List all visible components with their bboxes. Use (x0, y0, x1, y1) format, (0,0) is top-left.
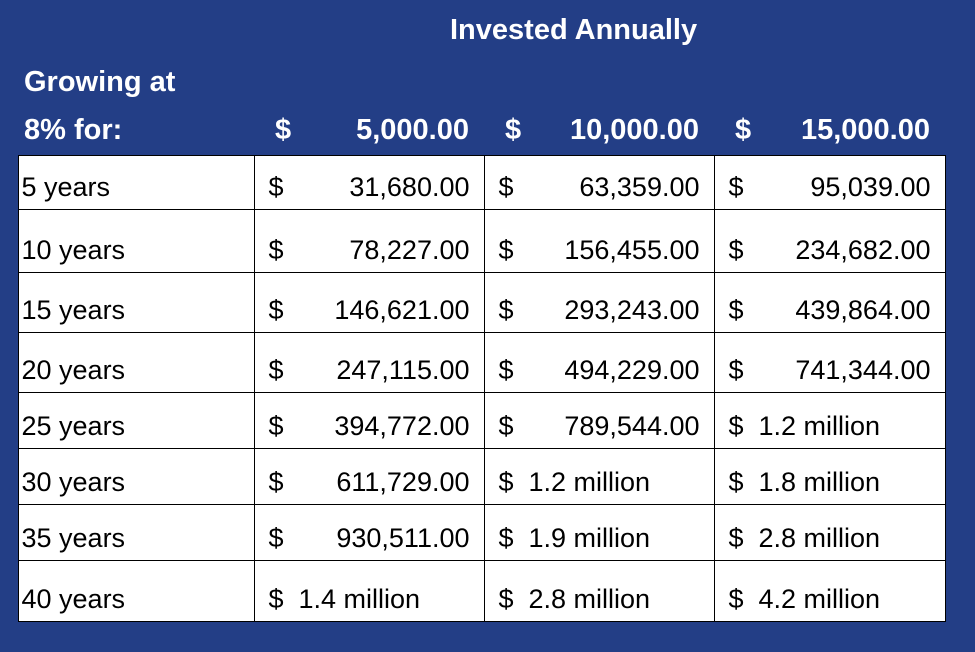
amount: 4.2 million (758, 583, 881, 614)
row-label: 25 years (21, 410, 126, 441)
row-label: 5 years (21, 171, 111, 202)
currency-symbol: $ (728, 171, 744, 202)
value-cell: $156,455.00 (484, 209, 715, 273)
currency-symbol: $ (268, 171, 284, 202)
table: 5 years $31,680.00 $63,359.00 $95,039.00 10 … (17, 154, 946, 622)
amount: 31,680.00 (349, 171, 470, 202)
amount: 146,621.00 (334, 294, 470, 325)
amount: 741,344.00 (795, 354, 931, 385)
row-label: 15 years (21, 294, 126, 325)
currency-symbol: $ (728, 354, 744, 385)
column-header-symbol: $ (505, 114, 522, 146)
amount: 78,227.00 (349, 234, 470, 265)
value-cell: $78,227.00 (254, 209, 485, 273)
currency-symbol: $ (498, 354, 514, 385)
value-cell: $930,511.00 (254, 504, 485, 561)
title: Invested Annually (450, 14, 698, 46)
currency-symbol: $ (498, 234, 514, 265)
row-label: 10 years (21, 234, 126, 265)
value-cell: $31,680.00 (254, 154, 485, 210)
row-label-line: Growing at (24, 66, 176, 98)
value-cell: $439,864.00 (714, 272, 946, 333)
amount: 1.2 million (528, 466, 651, 497)
currency-symbol: $ (498, 522, 514, 553)
column-header-amount: 10,000.00 (569, 114, 699, 146)
row-label-cell: 30 years (17, 448, 255, 505)
value-cell: $247,115.00 (254, 332, 485, 393)
value-cell: $95,039.00 (714, 154, 946, 210)
currency-symbol: $ (498, 410, 514, 441)
currency-symbol: $ (268, 466, 284, 497)
value-cell: $1.2 million (714, 392, 946, 449)
currency-symbol: $ (728, 522, 744, 553)
value-cell: $146,621.00 (254, 272, 485, 333)
currency-symbol: $ (498, 466, 514, 497)
row-label-cell: 25 years (17, 392, 255, 449)
amount: 95,039.00 (810, 171, 931, 202)
value-cell: $2.8 million (484, 560, 715, 622)
currency-symbol: $ (498, 294, 514, 325)
row-label-cell: 10 years (17, 209, 255, 273)
row-label-line: 8% for: (24, 114, 123, 146)
value-cell: $1.8 million (714, 448, 946, 505)
value-cell: $1.2 million (484, 448, 715, 505)
amount: 63,359.00 (579, 171, 700, 202)
amount: 2.8 million (758, 522, 881, 553)
row-label-cell: 35 years (17, 504, 255, 561)
amount: 1.9 million (528, 522, 651, 553)
row-label: 30 years (21, 466, 126, 497)
value-cell: $234,682.00 (714, 209, 946, 273)
row-label: 40 years (21, 583, 126, 614)
amount: 234,682.00 (795, 234, 931, 265)
value-cell: $4.2 million (714, 560, 946, 622)
row-label-cell: 40 years (17, 560, 255, 622)
currency-symbol: $ (498, 583, 514, 614)
value-cell: $741,344.00 (714, 332, 946, 393)
currency-symbol: $ (498, 171, 514, 202)
amount: 494,229.00 (564, 354, 700, 385)
value-cell: $293,243.00 (484, 272, 715, 333)
amount: 611,729.00 (336, 466, 470, 497)
currency-symbol: $ (728, 294, 744, 325)
amount: 789,544.00 (564, 410, 700, 441)
currency-symbol: $ (268, 354, 284, 385)
value-cell: $2.8 million (714, 504, 946, 561)
value-cell: $494,229.00 (484, 332, 715, 393)
currency-symbol: $ (728, 583, 744, 614)
amount: 247,115.00 (336, 354, 470, 385)
row-label: 35 years (21, 522, 126, 553)
value-cell: $1.4 million (254, 560, 485, 622)
currency-symbol: $ (728, 466, 744, 497)
column-header-amount: 5,000.00 (356, 114, 469, 146)
currency-symbol: $ (728, 234, 744, 265)
column-header-symbol: $ (735, 114, 752, 146)
currency-symbol: $ (268, 583, 284, 614)
currency-symbol: $ (268, 522, 284, 553)
amount: 156,455.00 (564, 234, 700, 265)
value-cell: $611,729.00 (254, 448, 485, 505)
amount: 1.2 million (758, 410, 881, 441)
column-header-symbol: $ (275, 114, 292, 146)
currency-symbol: $ (728, 410, 744, 441)
value-cell: $1.9 million (484, 504, 715, 561)
amount: 1.8 million (758, 466, 881, 497)
row-label-cell: 15 years (17, 272, 255, 333)
amount: 394,772.00 (334, 410, 470, 441)
amount: 930,511.00 (336, 522, 470, 553)
currency-symbol: $ (268, 410, 284, 441)
amount: 439,864.00 (795, 294, 931, 325)
row-label-cell: 5 years (17, 154, 255, 210)
currency-symbol: $ (268, 234, 284, 265)
value-cell: $394,772.00 (254, 392, 485, 449)
currency-symbol: $ (268, 294, 284, 325)
value-cell: $789,544.00 (484, 392, 715, 449)
amount: 293,243.00 (564, 294, 700, 325)
row-label: 20 years (21, 354, 126, 385)
column-header-amount: 15,000.00 (800, 114, 930, 146)
amount: 2.8 million (528, 583, 651, 614)
amount: 1.4 million (298, 583, 421, 614)
row-label-cell: 20 years (17, 332, 255, 393)
value-cell: $63,359.00 (484, 154, 715, 210)
